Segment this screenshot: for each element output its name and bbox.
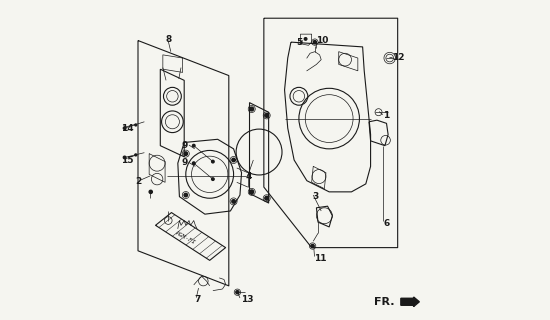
Circle shape xyxy=(232,200,235,203)
Circle shape xyxy=(184,152,188,156)
Circle shape xyxy=(304,38,307,40)
Circle shape xyxy=(192,162,195,164)
Text: 4: 4 xyxy=(245,172,252,181)
Text: 2: 2 xyxy=(135,177,142,186)
Text: 7: 7 xyxy=(195,295,201,304)
Circle shape xyxy=(123,156,126,159)
Circle shape xyxy=(123,127,126,129)
Text: 13: 13 xyxy=(240,295,253,304)
Circle shape xyxy=(184,193,188,197)
Text: FR.: FR. xyxy=(374,297,394,307)
Circle shape xyxy=(250,190,254,194)
Text: 10: 10 xyxy=(316,36,329,45)
Text: 9: 9 xyxy=(182,140,188,149)
Circle shape xyxy=(265,114,268,117)
Circle shape xyxy=(236,291,239,294)
Text: 15: 15 xyxy=(121,156,133,164)
Circle shape xyxy=(232,158,235,162)
FancyArrow shape xyxy=(401,297,419,307)
Text: 6: 6 xyxy=(383,219,389,228)
Text: 1: 1 xyxy=(383,111,389,120)
Circle shape xyxy=(192,144,195,147)
Text: 12: 12 xyxy=(392,53,405,62)
Text: PGM·FI: PGM·FI xyxy=(175,231,197,245)
Circle shape xyxy=(265,196,268,200)
Text: 14: 14 xyxy=(121,124,134,132)
Text: 3: 3 xyxy=(312,191,319,201)
Circle shape xyxy=(212,178,214,180)
Text: 8: 8 xyxy=(166,35,172,44)
Circle shape xyxy=(135,124,137,126)
Circle shape xyxy=(135,154,137,156)
Text: 5: 5 xyxy=(296,38,303,47)
Circle shape xyxy=(212,160,214,163)
Circle shape xyxy=(311,244,314,248)
Text: 11: 11 xyxy=(315,254,327,263)
Circle shape xyxy=(314,41,316,44)
Circle shape xyxy=(149,190,152,194)
Text: 9: 9 xyxy=(182,158,188,167)
Circle shape xyxy=(250,107,254,111)
